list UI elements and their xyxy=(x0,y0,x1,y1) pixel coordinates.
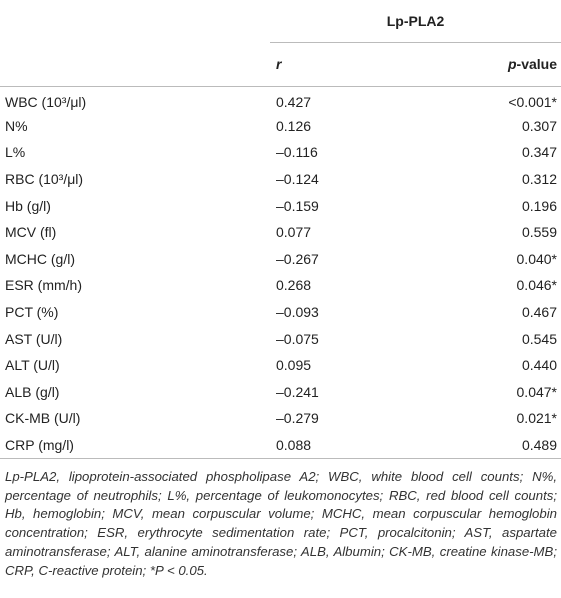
cell: 0.559 xyxy=(521,224,557,241)
table-row: WBC (10³/μl) 0.427 <0.001* xyxy=(0,86,561,113)
row-label: ALT (U/l) xyxy=(5,357,60,374)
cell: –0.279 xyxy=(276,410,319,427)
row-label: L% xyxy=(5,144,26,161)
cell: 0.126 xyxy=(276,117,312,134)
row-label: CRP (mg/l) xyxy=(5,436,74,453)
cell: –0.124 xyxy=(276,171,319,188)
row-label: ALB (g/l) xyxy=(5,383,60,400)
cell: 0.312 xyxy=(521,171,557,188)
row-label: MCHC (g/l) xyxy=(5,250,75,267)
table-row: ALT (U/l) 0.095 0.440 xyxy=(0,352,561,379)
cell: <0.001* xyxy=(508,93,557,110)
table-body: WBC (10³/μl) 0.427 <0.001* N% 0.126 0.307 L% –0… xyxy=(0,86,561,459)
table-row: MCHC (g/l) –0.267 0.040* xyxy=(0,246,561,273)
cell: 0.046* xyxy=(516,277,557,294)
cell: –0.075 xyxy=(276,330,319,347)
row-label: CK-MB (U/l) xyxy=(5,410,81,427)
cell: –0.267 xyxy=(276,250,319,267)
table-row: AST (U/l) –0.075 0.545 xyxy=(0,325,561,352)
cell: –0.116 xyxy=(276,144,318,161)
cell: 0.196 xyxy=(521,197,557,214)
cell: 0.040* xyxy=(516,250,557,267)
table-row: Hb (g/l) –0.159 0.196 xyxy=(0,192,561,219)
data-table: Lp-PLA2 r p-value WBC (10³/μl) 0.427 <0.00… xyxy=(0,0,561,459)
column-header: p-value xyxy=(400,42,561,86)
cell: 0.021* xyxy=(516,410,557,427)
blank-header xyxy=(0,42,270,86)
table-row: ALB (g/l) –0.241 0.047* xyxy=(0,379,561,406)
cell: –0.159 xyxy=(276,197,319,214)
table-row: PCT (%) –0.093 0.467 xyxy=(0,299,561,326)
table-row: MCV (fl) 0.077 0.559 xyxy=(0,219,561,246)
cell: 0.545 xyxy=(521,330,557,347)
blank-header xyxy=(0,0,270,42)
cell: 0.307 xyxy=(521,117,557,134)
table-row: CRP (mg/l) 0.088 0.489 xyxy=(0,432,561,459)
row-label: WBC (10³/μl) xyxy=(5,93,87,110)
column-header: r xyxy=(276,56,282,72)
group-header: Lp-PLA2 xyxy=(270,0,561,43)
cell: –0.093 xyxy=(276,304,319,321)
table-row: L% –0.116 0.347 xyxy=(0,139,561,166)
cell: 0.427 xyxy=(276,93,312,110)
table-row: ESR (mm/h) 0.268 0.046* xyxy=(0,272,561,299)
cell: 0.095 xyxy=(276,357,312,374)
row-label: Hb (g/l) xyxy=(5,197,51,214)
table-row: N% 0.126 0.307 xyxy=(0,113,561,140)
table-row: RBC (10³/μl) –0.124 0.312 xyxy=(0,166,561,193)
cell: 0.077 xyxy=(276,224,312,241)
group-header-row: Lp-PLA2 xyxy=(0,0,561,43)
row-label: ESR (mm/h) xyxy=(5,277,82,294)
row-label: N% xyxy=(5,117,28,134)
cell: 0.347 xyxy=(521,144,557,161)
row-label: RBC (10³/μl) xyxy=(5,171,84,188)
cell: 0.047* xyxy=(516,383,557,400)
column-header-row: r p-value xyxy=(0,42,561,86)
column-header-text: p-value xyxy=(507,56,557,72)
cell: 0.467 xyxy=(521,304,557,321)
row-label: PCT (%) xyxy=(5,304,59,321)
cell: 0.489 xyxy=(521,436,557,453)
cell: –0.241 xyxy=(276,383,319,400)
row-label: MCV (fl) xyxy=(5,224,57,241)
cell: 0.088 xyxy=(276,436,312,453)
cell: 0.268 xyxy=(276,277,312,294)
footnote: Lp-PLA2, lipoprotein-associated phosphol… xyxy=(5,469,557,578)
row-label: AST (U/l) xyxy=(5,330,63,347)
cell: 0.440 xyxy=(521,357,557,374)
table-row: CK-MB (U/l) –0.279 0.021* xyxy=(0,405,561,432)
